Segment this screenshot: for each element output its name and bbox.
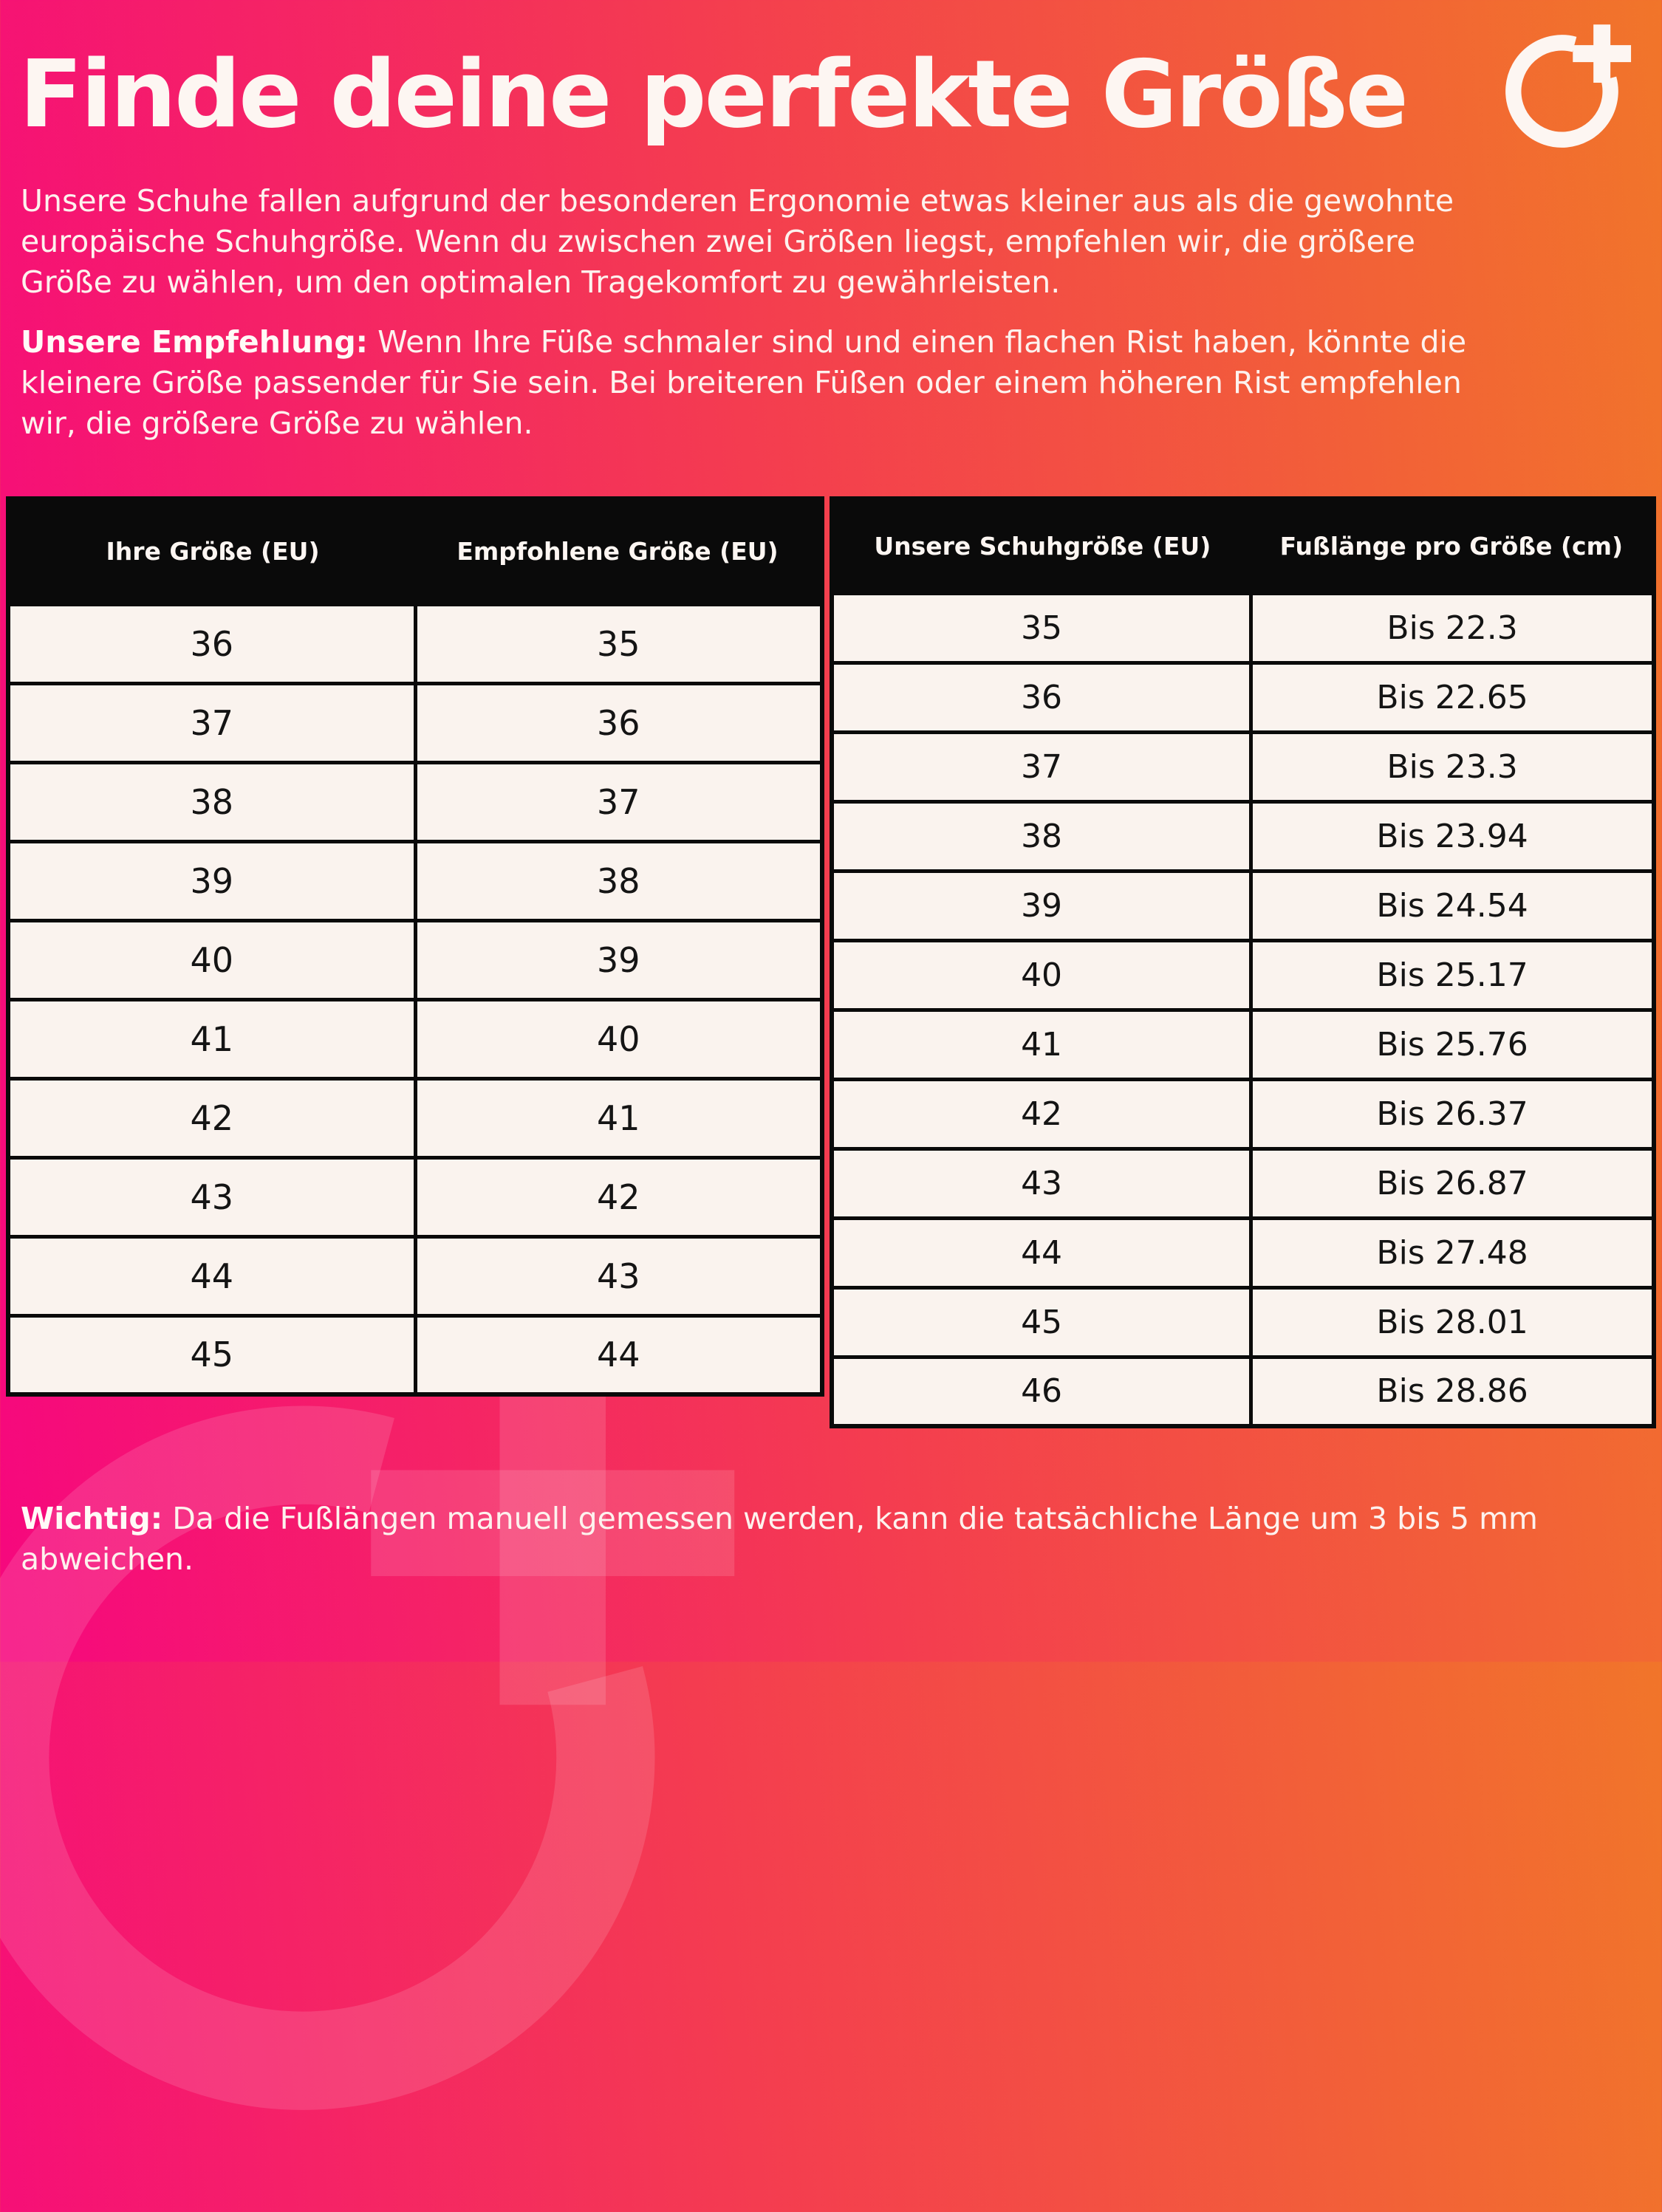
table-row: 46 Bis 28.86	[830, 1355, 1656, 1428]
table-row: 37 Bis 23.3	[830, 730, 1656, 804]
table-cell: 42	[6, 1076, 417, 1160]
table-cell: Bis 25.17	[1249, 938, 1656, 1012]
table-cell: 41	[413, 1076, 824, 1160]
table-row: 43 42	[6, 1155, 824, 1239]
table-cell: Bis 23.3	[1249, 730, 1656, 804]
table-cell: 44	[6, 1234, 417, 1318]
table-cell: 36	[413, 681, 824, 764]
column-header-our-shoe-size: Unsere Schuhgröße (EU)	[832, 499, 1251, 593]
table-cell: 39	[830, 869, 1254, 942]
recommendation-label: Unsere Empfehlung:	[21, 324, 369, 360]
table-cell: Bis 28.01	[1249, 1285, 1656, 1359]
table-cell: 35	[830, 591, 1254, 665]
table-header-row: Unsere Schuhgröße (EU) Fußlänge pro Größ…	[832, 499, 1654, 593]
table-cell: 45	[6, 1313, 417, 1397]
table-row: 44 43	[6, 1234, 824, 1318]
table-row: 43 Bis 26.87	[830, 1146, 1656, 1220]
table-cell: 40	[830, 938, 1254, 1012]
recommendation-text: Wenn Ihre Füße schmaler sind und einen f…	[21, 324, 1467, 441]
foot-length-table-header: Unsere Schuhgröße (EU) Fußlänge pro Größ…	[832, 499, 1654, 593]
intro-paragraph: Unsere Schuhe fallen aufgrund der besond…	[21, 183, 1454, 300]
brand-logo-o-plus-icon	[1505, 24, 1632, 148]
table-cell: 42	[413, 1155, 824, 1239]
table-cell: 36	[830, 660, 1254, 734]
table-cell: Bis 27.48	[1249, 1216, 1656, 1290]
recommendation-paragraph: Unsere Empfehlung: Wenn Ihre Füße schmal…	[21, 322, 1649, 444]
table-cell: 37	[830, 730, 1254, 804]
important-note: Wichtig: Da die Fußlängen manuell gemess…	[21, 1499, 1649, 1580]
size-conversion-table: Ihre Größe (EU) Empfohlene Größe (EU) 36…	[6, 496, 824, 1397]
table-cell: 46	[830, 1355, 1254, 1428]
size-conversion-table-body: 36 35 37 36 38 37 39 38 40 39 41 40 42 41 43 42 44 43 45 44	[6, 602, 824, 1397]
table-row: 39 Bis 24.54	[830, 869, 1656, 942]
table-cell: 38	[830, 799, 1254, 873]
table-cell: 36	[6, 602, 417, 685]
table-cell: 44	[413, 1313, 824, 1397]
column-header-recommended-size: Empfohlene Größe (EU)	[415, 499, 822, 604]
table-cell: 41	[830, 1007, 1254, 1081]
table-row: 41 40	[6, 997, 824, 1081]
table-row: 40 39	[6, 918, 824, 1001]
table-cell: Bis 28.86	[1249, 1355, 1656, 1428]
table-cell: 42	[830, 1077, 1254, 1151]
table-row: 35 Bis 22.3	[830, 591, 1656, 665]
table-cell: Bis 26.37	[1249, 1077, 1656, 1151]
page-title: Finde deine perfekte Größe	[19, 40, 1409, 148]
table-cell: 38	[6, 760, 417, 843]
table-row: 40 Bis 25.17	[830, 938, 1656, 1012]
table-cell: Bis 22.65	[1249, 660, 1656, 734]
important-note-text: Da die Fußlängen manuell gemessen werden…	[21, 1501, 1538, 1577]
table-row: 36 35	[6, 602, 824, 685]
table-cell: 41	[6, 997, 417, 1081]
table-cell: 39	[413, 918, 824, 1001]
table-cell: 37	[6, 681, 417, 764]
column-header-your-size: Ihre Größe (EU)	[8, 499, 415, 604]
watermark-o-plus-icon	[0, 1341, 735, 2110]
column-header-foot-length: Fußlänge pro Größe (cm)	[1251, 499, 1654, 593]
table-cell: Bis 24.54	[1249, 869, 1656, 942]
size-conversion-table-header: Ihre Größe (EU) Empfohlene Größe (EU)	[8, 499, 822, 604]
table-row: 45 Bis 28.01	[830, 1285, 1656, 1359]
size-guide-page: { "page": { "title": "Finde deine perfek…	[0, 0, 1662, 1662]
table-row: 41 Bis 25.76	[830, 1007, 1656, 1081]
table-cell: Bis 22.3	[1249, 591, 1656, 665]
table-row: 37 36	[6, 681, 824, 764]
table-cell: Bis 26.87	[1249, 1146, 1656, 1220]
table-cell: 43	[413, 1234, 824, 1318]
table-row: 45 44	[6, 1313, 824, 1397]
table-cell: 38	[413, 839, 824, 922]
table-cell: 40	[413, 997, 824, 1081]
table-cell: 37	[413, 760, 824, 843]
table-cell: 39	[6, 839, 417, 922]
important-note-label: Wichtig:	[21, 1501, 163, 1536]
table-row: 39 38	[6, 839, 824, 922]
table-row: 38 Bis 23.94	[830, 799, 1656, 873]
table-cell: 45	[830, 1285, 1254, 1359]
table-cell: 44	[830, 1216, 1254, 1290]
table-row: 42 41	[6, 1076, 824, 1160]
table-cell: 43	[830, 1146, 1254, 1220]
table-row: 42 Bis 26.37	[830, 1077, 1656, 1151]
table-row: 44 Bis 27.48	[830, 1216, 1656, 1290]
table-row: 36 Bis 22.65	[830, 660, 1656, 734]
table-cell: 43	[6, 1155, 417, 1239]
table-cell: Bis 25.76	[1249, 1007, 1656, 1081]
foot-length-table: Unsere Schuhgröße (EU) Fußlänge pro Größ…	[830, 496, 1656, 1428]
table-row: 38 37	[6, 760, 824, 843]
table-cell: 40	[6, 918, 417, 1001]
table-cell: Bis 23.94	[1249, 799, 1656, 873]
table-cell: 35	[413, 602, 824, 685]
foot-length-table-body: 35 Bis 22.3 36 Bis 22.65 37 Bis 23.3 38 Bis 23.…	[830, 591, 1656, 1428]
table-header-row: Ihre Größe (EU) Empfohlene Größe (EU)	[8, 499, 822, 604]
